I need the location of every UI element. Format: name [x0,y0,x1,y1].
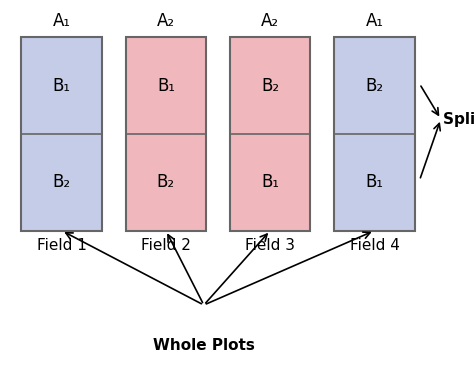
Text: B₂: B₂ [365,77,383,94]
Bar [126,37,206,231]
Text: A₂: A₂ [261,12,279,30]
Text: B₂: B₂ [157,173,175,191]
Text: A₁: A₁ [53,12,71,30]
Text: A₂: A₂ [157,12,175,30]
Bar [21,37,102,231]
Text: Field 1: Field 1 [36,238,87,253]
Text: B₁: B₁ [261,173,279,191]
Text: B₁: B₁ [53,77,71,94]
Bar [230,37,310,231]
Text: Field 3: Field 3 [245,238,295,253]
Text: B₁: B₁ [157,77,175,94]
Text: B₂: B₂ [53,173,71,191]
Text: Split Plots: Split Plots [443,112,474,126]
Text: A₁: A₁ [365,12,383,30]
Text: B₂: B₂ [261,77,279,94]
Text: Field 4: Field 4 [349,238,400,253]
Text: B₁: B₁ [365,173,383,191]
Text: Field 2: Field 2 [141,238,191,253]
Bar [334,37,415,231]
Text: Whole Plots: Whole Plots [153,339,255,353]
